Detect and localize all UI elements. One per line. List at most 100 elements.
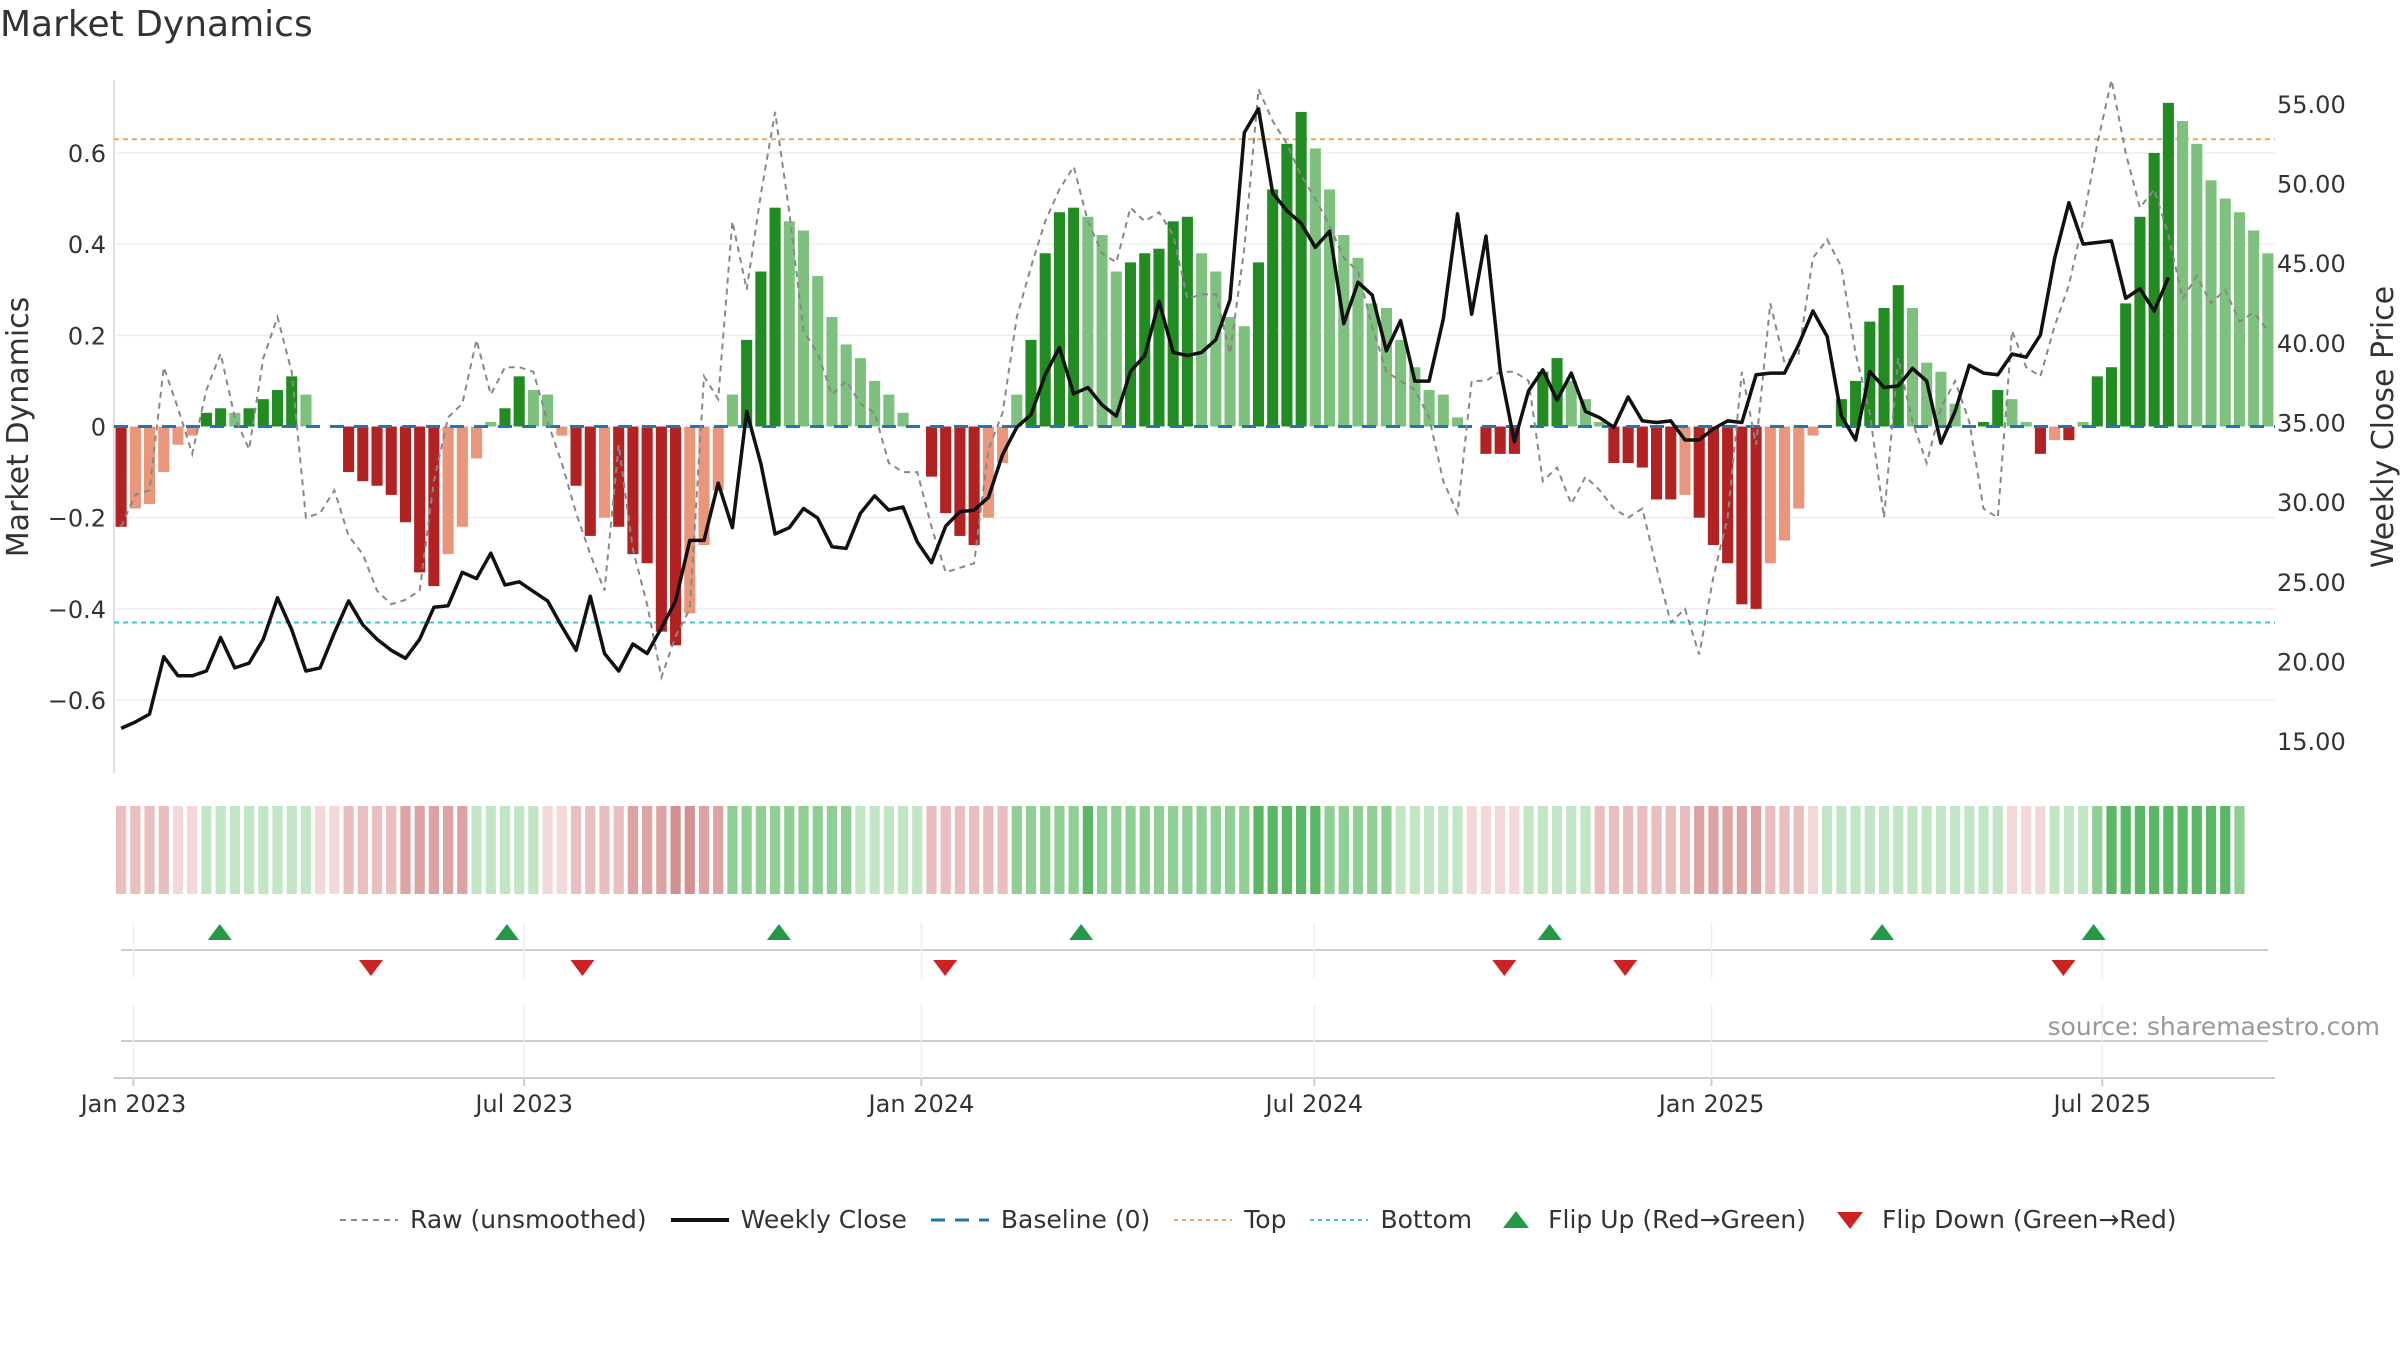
regime-cell: [201, 806, 212, 894]
dynamics-bar: [1935, 371, 1947, 427]
regime-cell: [2063, 806, 2074, 894]
dynamics-bar: [527, 390, 539, 427]
dynamics-bar: [1651, 426, 1663, 500]
x-axis-ticks: Jan 2023 Jul 2023 Jan 2024 Jul 2024 Jan 2025…: [79, 1078, 2151, 1118]
dynamics-bar: [698, 426, 710, 546]
flip-down-marker: [2051, 960, 2076, 976]
dynamics-bar: [1267, 189, 1279, 427]
flip-panel: [121, 922, 2268, 978]
legend-label-flip-up: Flip Up (Red→Green): [1548, 1205, 1807, 1234]
x-tick-label: Jul 2024: [1263, 1090, 1363, 1118]
dynamics-bar: [1480, 426, 1492, 454]
legend-item-bottom: Bottom: [1310, 1205, 1472, 1234]
regime-cell: [713, 806, 724, 894]
regime-cell: [499, 806, 511, 894]
regime-cell: [1068, 806, 1079, 894]
regime-cell: [414, 806, 425, 894]
dynamics-bar: [1167, 221, 1179, 427]
dynamics-bar: [1110, 271, 1122, 427]
dynamics-bar: [1039, 253, 1051, 427]
regime-cell: [826, 806, 838, 894]
gridlines: [114, 152, 2275, 701]
regime-cell: [1822, 806, 1833, 894]
regime-cell: [386, 806, 397, 894]
dynamics-bar: [1608, 426, 1620, 463]
dynamics-bar: [1025, 339, 1037, 427]
regime-cell: [883, 806, 894, 894]
dynamics-bar: [143, 426, 156, 505]
legend-label-flip-down: Flip Down (Green→Red): [1882, 1205, 2177, 1234]
regime-cell: [627, 806, 639, 894]
dynamics-bars: [115, 102, 2274, 646]
regime-cell: [357, 806, 368, 894]
regime-cell: [485, 806, 496, 894]
flip-up-icon: [1503, 1210, 1530, 1228]
dynamics-bar: [1793, 426, 1805, 509]
regime-cell: [471, 806, 482, 894]
regime-cell: [1594, 806, 1605, 894]
dynamics-bar: [2177, 121, 2189, 427]
regime-cell: [2134, 806, 2146, 894]
regime-cell: [613, 806, 624, 894]
dynamics-bar: [385, 426, 397, 495]
left-axis-label: Market Dynamics: [1, 297, 36, 558]
regime-cell: [1096, 806, 1108, 894]
dynamics-bar: [485, 421, 497, 427]
regime-cell: [300, 806, 312, 894]
right-tick-label: 50.00: [2277, 171, 2346, 199]
regime-cell: [130, 806, 141, 894]
regime-strip: [115, 806, 2245, 894]
dynamics-bar: [1992, 390, 2004, 427]
x-tick-label: Jul 2023: [473, 1090, 573, 1118]
dynamics-bar: [1693, 426, 1705, 518]
regime-cell: [1949, 806, 1961, 894]
regime-cell: [1296, 806, 1307, 894]
dynamics-bar: [556, 426, 568, 436]
dynamics-bar: [2191, 143, 2203, 427]
dynamics-bar: [1295, 111, 1307, 427]
regime-cell: [343, 806, 354, 894]
flip-up-marker: [494, 924, 519, 940]
dynamics-bar: [1764, 426, 1776, 564]
regime-cell: [1381, 806, 1392, 894]
left-tick-label: −0.2: [48, 505, 106, 533]
regime-cell: [684, 806, 695, 894]
dynamics-bar: [2091, 376, 2103, 427]
dynamics-bar: [2120, 303, 2132, 427]
dynamics-bar: [371, 426, 383, 486]
regime-cell: [2220, 806, 2231, 894]
dynamics-bar: [1281, 143, 1293, 427]
regime-cell: [1182, 806, 1193, 894]
right-tick-label: 15.00: [2277, 728, 2346, 756]
regime-cell: [1694, 806, 1705, 894]
regime-cell: [229, 806, 240, 894]
regime-cell: [926, 806, 937, 894]
regime-cell: [1139, 806, 1150, 894]
reference-lines: [114, 138, 2275, 624]
regime-cell: [1509, 806, 1520, 894]
regime-cell: [656, 806, 667, 894]
left-tick-label: −0.4: [48, 596, 106, 624]
dynamics-bar: [1352, 257, 1364, 427]
x-tick-label: Jan 2024: [867, 1090, 975, 1118]
regime-cell: [1253, 806, 1264, 894]
regime-cell: [1168, 806, 1179, 894]
dynamics-bar: [186, 426, 198, 436]
dynamics-bar: [513, 376, 525, 427]
flip-down-marker: [1613, 960, 1638, 976]
regime-cell: [1893, 806, 1904, 894]
dynamics-bar: [1338, 235, 1350, 427]
legend-item-top: Top: [1174, 1205, 1286, 1234]
regime-cell: [1495, 806, 1506, 894]
dynamics-bar: [271, 390, 284, 427]
dynamics-bar: [1636, 426, 1648, 468]
dynamics-bar: [655, 426, 667, 632]
regime-cell: [158, 806, 169, 894]
regime-cell: [514, 806, 525, 894]
regime-cell: [1921, 806, 1932, 894]
regime-cell: [1551, 806, 1563, 894]
regime-cell: [215, 806, 226, 894]
regime-cell: [1224, 806, 1236, 894]
regime-cell: [1281, 806, 1293, 894]
